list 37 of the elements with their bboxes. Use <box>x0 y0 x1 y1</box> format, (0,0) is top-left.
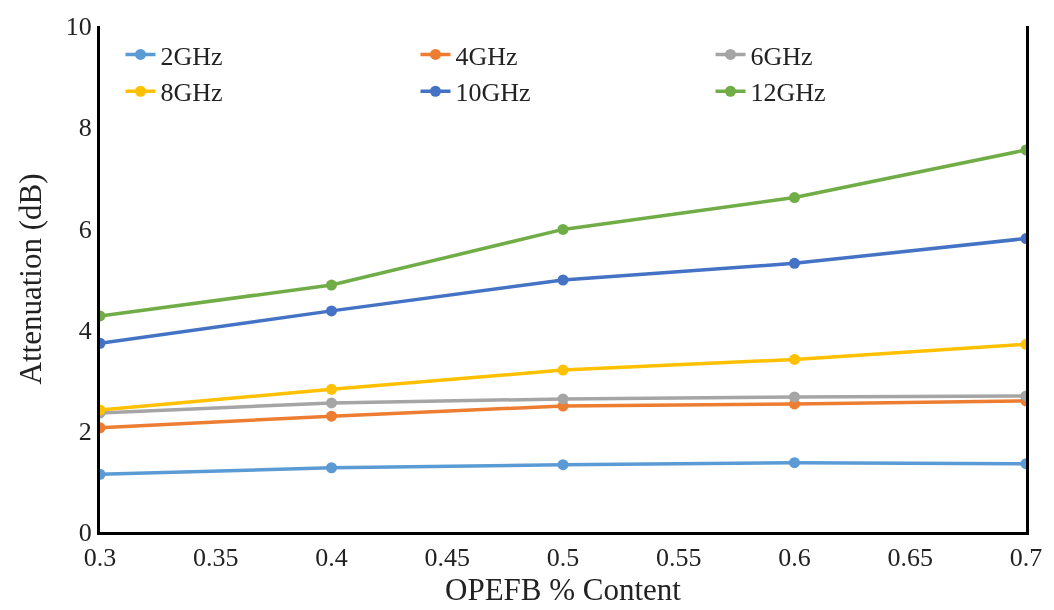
y-tick-label: 8 <box>78 113 92 143</box>
x-tick-label: 0.4 <box>315 543 348 573</box>
point <box>789 457 800 469</box>
x-tick-label: 0.35 <box>193 543 239 573</box>
point <box>326 383 337 395</box>
y-tick-label: 10 <box>65 12 92 42</box>
legend-label: 6GHz <box>750 41 813 71</box>
point <box>326 410 337 422</box>
y-axis-title: Attenuation (dB) <box>13 173 49 385</box>
point <box>557 274 569 286</box>
point <box>789 257 800 269</box>
x-tick-label: 0.65 <box>887 543 933 573</box>
legend-label: 4GHz <box>455 41 518 71</box>
point <box>326 279 337 291</box>
legend-label: 12GHz <box>750 78 826 108</box>
point <box>326 397 337 409</box>
x-tick-label: 0.55 <box>656 543 702 573</box>
legend-label: 2GHz <box>160 41 223 71</box>
point <box>789 391 800 403</box>
legend-label: 10GHz <box>455 78 531 108</box>
y-tick-label: 2 <box>78 416 92 446</box>
x-tick-label: 0.45 <box>424 543 470 573</box>
point <box>557 393 569 405</box>
x-axis-title: OPEFB % Content <box>445 572 682 608</box>
point <box>326 462 337 474</box>
point <box>789 353 800 365</box>
x-tick-label: 0.6 <box>778 543 811 573</box>
point <box>557 364 569 376</box>
point <box>789 192 800 204</box>
y-tick-label: 6 <box>78 214 92 244</box>
y-tick-label: 4 <box>78 315 92 345</box>
point <box>557 223 569 235</box>
legend-label: 8GHz <box>160 78 223 108</box>
point <box>326 305 337 317</box>
x-tick-label: 0.7 <box>1009 543 1043 573</box>
point <box>557 459 569 471</box>
x-tick-label: 0.5 <box>546 543 580 573</box>
